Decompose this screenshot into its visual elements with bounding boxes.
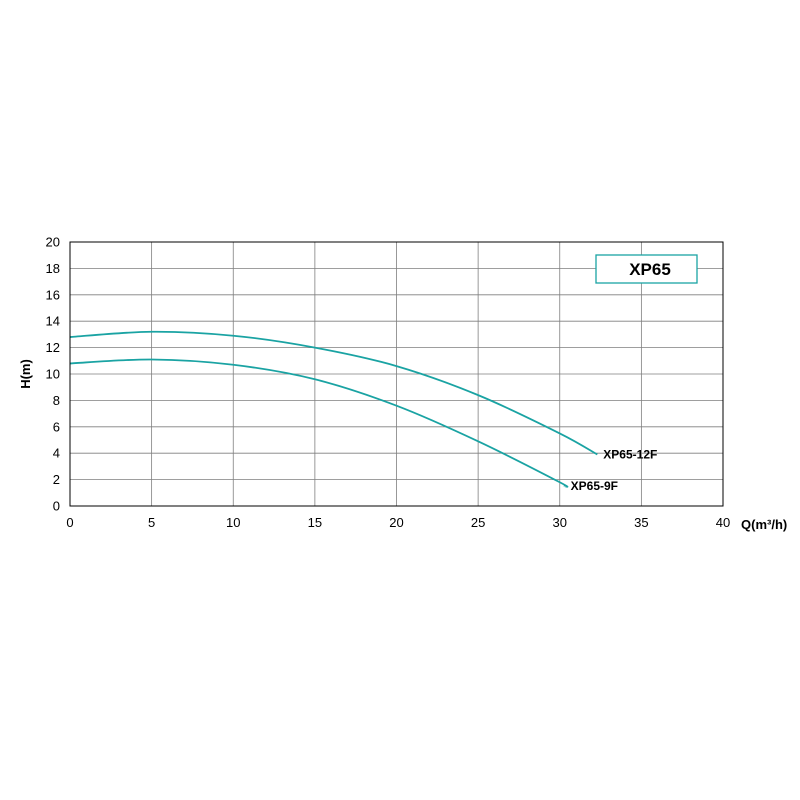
x-tick-label: 40 [716, 515, 730, 530]
y-tick-label: 20 [46, 235, 60, 250]
series-layer [69, 330, 598, 488]
tick-labels: 0 2 4 6 8 10 12 14 16 18 20 0 5 10 15 20 25 30 35 40 [46, 235, 731, 531]
series-line-xp65-12f [69, 330, 598, 456]
y-tick-label: 16 [46, 287, 60, 302]
y-tick-label: 6 [53, 419, 60, 434]
y-tick-label: 4 [53, 446, 60, 461]
series-label-xp65-12f: XP65-12F [603, 448, 657, 462]
series-labels: XP65-12F XP65-9F [571, 448, 658, 494]
x-tick-label: 30 [553, 515, 567, 530]
x-tick-label: 0 [66, 515, 73, 530]
y-tick-label: 18 [46, 261, 60, 276]
x-tick-label: 35 [634, 515, 648, 530]
series-label-xp65-9f: XP65-9F [571, 479, 618, 493]
y-tick-label: 2 [53, 472, 60, 487]
legend-box-border [595, 254, 698, 284]
legend-box: XP65 [595, 254, 698, 284]
plot-frame [69, 241, 724, 507]
x-tick-label: 20 [389, 515, 403, 530]
y-tick-label: 12 [46, 340, 60, 355]
x-tick-label: 5 [148, 515, 155, 530]
y-tick-label: 8 [53, 393, 60, 408]
y-tick-label: 10 [46, 367, 60, 382]
x-tick-label: 15 [308, 515, 322, 530]
series-line-xp65-9f [69, 358, 569, 488]
x-tick-label: 25 [471, 515, 485, 530]
legend-title: XP65 [629, 260, 671, 279]
y-axis-label: H(m) [18, 359, 33, 389]
x-axis-label: Q(m³/h) [741, 517, 787, 532]
y-tick-label: 0 [53, 499, 60, 514]
y-tick-label: 14 [46, 314, 60, 329]
x-tick-label: 10 [226, 515, 240, 530]
